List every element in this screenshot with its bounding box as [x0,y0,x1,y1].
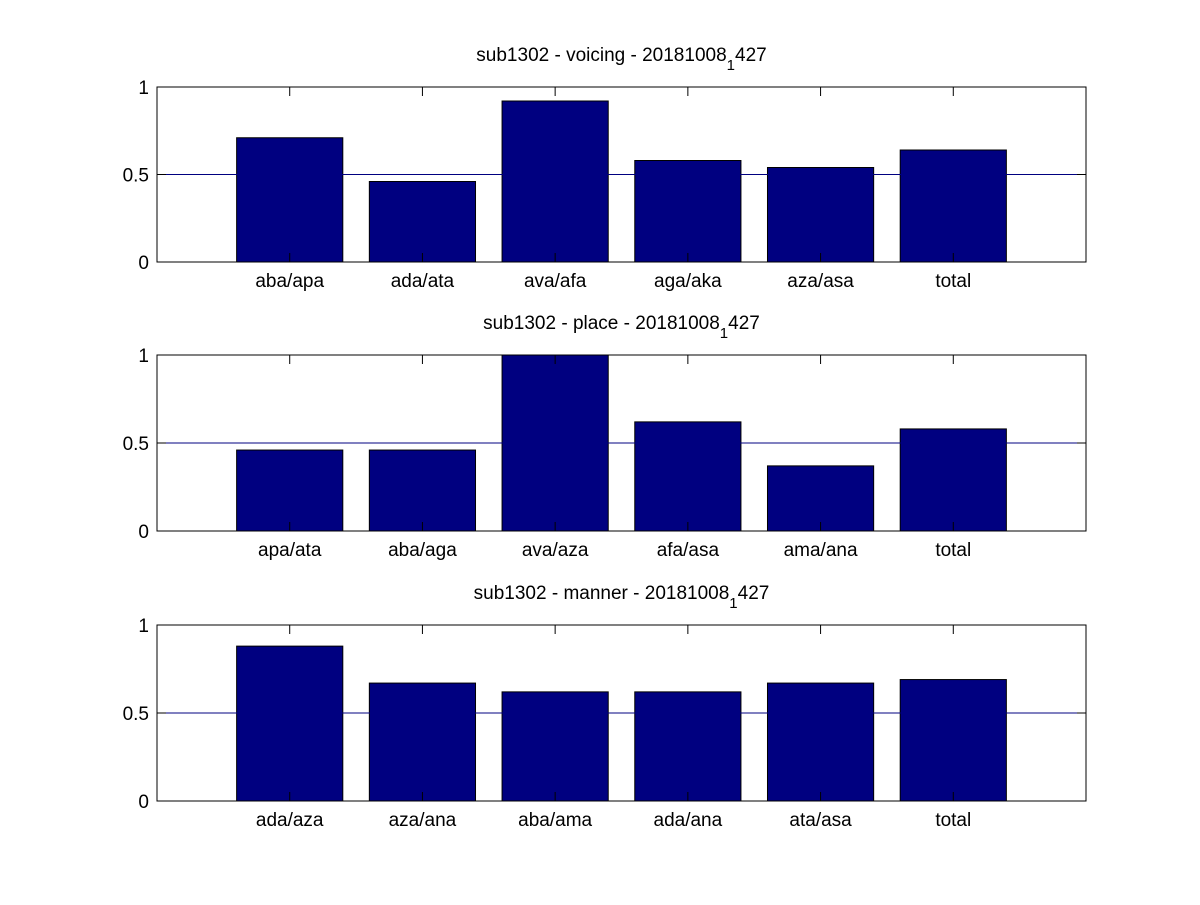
bar-aba/apa [236,137,344,263]
y-tick-label: 0 [138,792,149,813]
x-tick-label: aza/ana [389,810,457,831]
bar-aba/aga [368,449,477,532]
x-tick-label: ava/afa [524,271,587,292]
x-tick-label: aza/asa [787,271,854,292]
chart-title: sub1302 - manner - 201810081427 [474,583,770,612]
chart-title-main: sub1302 - voicing - 20181008 [476,45,726,66]
x-tick-label: ada/aza [256,810,324,831]
bar-ata/asa [766,682,875,802]
bar-ada/ata [368,181,477,263]
y-tick-label: 0 [138,253,149,274]
bar-aza/ana [368,682,477,802]
chart-title-main: sub1302 - place - 20181008 [483,313,720,334]
x-tick-label: ava/aza [522,540,589,561]
x-tick-label: afa/asa [657,540,720,561]
y-tick-label: 0.5 [123,166,149,187]
chart-title-subscript: 1 [729,595,737,612]
bar-afa/asa [634,421,742,532]
x-tick-label: ada/ana [654,810,723,831]
chart-title-subscript: 1 [720,325,728,342]
x-tick-label: total [935,271,971,292]
bar-ada/aza [236,645,344,802]
x-tick-label: total [935,540,971,561]
x-tick-label: apa/ata [258,540,322,561]
chart-title: sub1302 - place - 201810081427 [483,313,760,342]
chart-title-main: sub1302 - manner - 20181008 [474,583,730,604]
x-tick-label: ama/ana [784,540,858,561]
bar-ada/ana [634,691,742,802]
x-tick-label: ada/ata [391,271,455,292]
bar-ava/afa [501,100,609,263]
y-tick-label: 0 [138,522,149,543]
chart-title-suffix: 427 [735,45,767,66]
y-tick-label: 0.5 [123,434,149,455]
bar-apa/ata [236,449,344,532]
bar-total [899,149,1007,263]
y-tick-label: 1 [138,616,149,637]
bar-ama/ana [766,465,875,532]
x-tick-label: aba/apa [255,271,324,292]
bar-aza/asa [766,167,875,263]
x-tick-label: total [935,810,971,831]
bar-aga/aka [634,160,742,263]
x-tick-label: aba/ama [518,810,592,831]
bar-total [899,679,1007,802]
chart-title-subscript: 1 [727,57,735,74]
bar-total [899,428,1007,532]
chart-title-suffix: 427 [738,583,770,604]
x-tick-label: ata/asa [789,810,852,831]
x-tick-label: aba/aga [388,540,457,561]
bar-aba/ama [501,691,609,802]
y-tick-label: 1 [138,346,149,367]
y-tick-label: 1 [138,78,149,99]
chart-title: sub1302 - voicing - 201810081427 [476,45,766,74]
chart-title-suffix: 427 [728,313,760,334]
x-tick-label: aga/aka [654,271,722,292]
y-tick-label: 0.5 [123,704,149,725]
